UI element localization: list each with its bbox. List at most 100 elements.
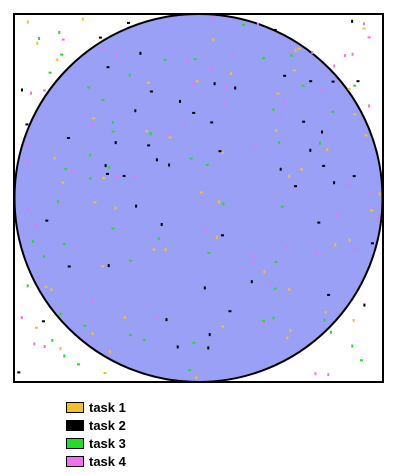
sample-point-task-3 xyxy=(301,84,305,87)
sample-point-task-1 xyxy=(378,192,381,196)
sample-point-task-3 xyxy=(77,363,80,366)
sample-point-task-4 xyxy=(223,100,225,104)
sample-point-task-4 xyxy=(210,68,214,71)
sample-point-task-4 xyxy=(27,144,30,148)
sample-point-task-4 xyxy=(347,184,351,187)
sample-point-task-3 xyxy=(62,243,66,246)
sample-point-task-2 xyxy=(122,174,126,177)
sample-point-task-4 xyxy=(102,47,105,51)
sample-point-task-4 xyxy=(35,224,38,228)
sample-point-task-2 xyxy=(228,310,232,313)
sample-point-task-4 xyxy=(376,217,380,220)
sample-point-task-2 xyxy=(45,219,49,222)
sample-point-task-3 xyxy=(207,252,211,254)
sample-point-task-2 xyxy=(67,265,71,268)
sample-point-task-4 xyxy=(27,161,30,165)
sample-point-task-2 xyxy=(331,80,335,83)
sample-point-task-4 xyxy=(212,17,216,20)
sample-point-task-4 xyxy=(91,300,94,304)
sample-point-task-2 xyxy=(192,111,196,114)
sample-point-task-1 xyxy=(103,372,107,374)
sample-point-task-4 xyxy=(185,59,189,62)
sample-point-task-1 xyxy=(364,134,368,137)
sample-point-task-2 xyxy=(370,242,374,245)
legend-swatch-task-4 xyxy=(66,455,84,467)
sample-point-task-4 xyxy=(254,145,258,148)
sample-point-task-3 xyxy=(142,338,146,341)
sample-point-task-3 xyxy=(48,71,52,74)
sample-point-task-4 xyxy=(58,201,61,205)
sample-point-task-1 xyxy=(123,316,126,319)
legend-item-task-2: task 2 xyxy=(66,416,126,434)
sample-point-task-3 xyxy=(273,287,277,290)
sample-point-task-3 xyxy=(101,98,105,101)
sample-point-task-1 xyxy=(61,181,65,184)
sample-point-task-1 xyxy=(93,201,97,204)
sample-point-task-1 xyxy=(286,336,289,340)
sample-point-task-2 xyxy=(107,264,110,268)
sample-point-task-4 xyxy=(70,170,74,173)
sample-point-task-1 xyxy=(297,47,301,50)
sample-point-task-1 xyxy=(292,69,296,72)
sample-point-task-4 xyxy=(27,207,30,210)
sample-point-task-1 xyxy=(353,113,357,116)
sample-point-task-4 xyxy=(333,64,336,68)
sample-point-task-3 xyxy=(129,259,132,262)
sample-point-task-1 xyxy=(352,318,355,322)
sample-point-task-3 xyxy=(58,30,61,34)
sample-point-task-2 xyxy=(283,74,287,77)
sample-point-task-2 xyxy=(21,88,23,92)
sample-point-task-4 xyxy=(42,89,46,92)
sample-point-task-2 xyxy=(351,19,354,23)
sample-point-task-1 xyxy=(114,206,117,210)
sample-point-task-1 xyxy=(294,48,297,52)
sample-point-task-1 xyxy=(300,168,304,171)
sample-point-task-1 xyxy=(168,136,172,139)
sample-point-task-2 xyxy=(302,120,306,123)
sample-point-task-2 xyxy=(273,28,277,31)
legend-swatch-task-3 xyxy=(66,437,84,449)
sample-point-task-1 xyxy=(288,174,291,178)
sample-point-task-3 xyxy=(51,338,54,342)
sample-point-task-1 xyxy=(145,130,148,133)
inscribed-circle xyxy=(13,13,384,383)
sample-point-task-4 xyxy=(351,52,354,56)
sample-point-task-1 xyxy=(92,117,96,120)
sample-point-task-2 xyxy=(147,144,151,147)
sample-point-task-2 xyxy=(25,123,29,126)
sample-point-task-1 xyxy=(212,38,215,42)
sample-point-task-4 xyxy=(226,86,228,89)
sample-point-task-3 xyxy=(222,202,225,206)
sample-point-task-2 xyxy=(127,21,130,24)
sample-point-task-2 xyxy=(309,148,312,152)
sample-point-task-3 xyxy=(111,121,114,124)
sample-point-task-2 xyxy=(155,158,158,162)
sample-point-task-3 xyxy=(128,73,131,77)
sample-point-task-4 xyxy=(191,82,195,85)
sample-point-task-2 xyxy=(203,286,206,290)
sample-point-task-2 xyxy=(17,371,21,374)
sample-point-task-1 xyxy=(221,151,225,154)
sample-point-task-3 xyxy=(353,84,357,87)
sample-point-task-2 xyxy=(309,80,313,83)
sample-point-task-4 xyxy=(344,54,347,58)
sample-point-task-3 xyxy=(89,153,92,157)
sample-point-task-4 xyxy=(336,214,339,217)
sample-point-task-3 xyxy=(330,330,333,334)
sample-point-task-4 xyxy=(43,345,46,348)
sample-point-task-3 xyxy=(351,344,354,348)
sample-point-task-3 xyxy=(64,167,68,170)
sample-point-task-4 xyxy=(155,316,159,319)
legend: task 1 task 2 task 3 task 4 xyxy=(66,398,126,470)
sample-point-task-4 xyxy=(280,117,283,121)
sample-point-task-1 xyxy=(347,88,351,91)
sample-point-task-1 xyxy=(36,41,39,45)
sample-point-task-1 xyxy=(370,209,374,212)
sample-point-task-3 xyxy=(189,157,193,160)
sample-point-task-2 xyxy=(218,150,222,153)
sample-point-task-4 xyxy=(204,228,207,232)
sample-point-task-3 xyxy=(192,341,196,344)
sample-point-task-2 xyxy=(327,293,331,296)
sample-point-task-2 xyxy=(179,99,181,103)
sample-point-task-3 xyxy=(83,324,87,327)
